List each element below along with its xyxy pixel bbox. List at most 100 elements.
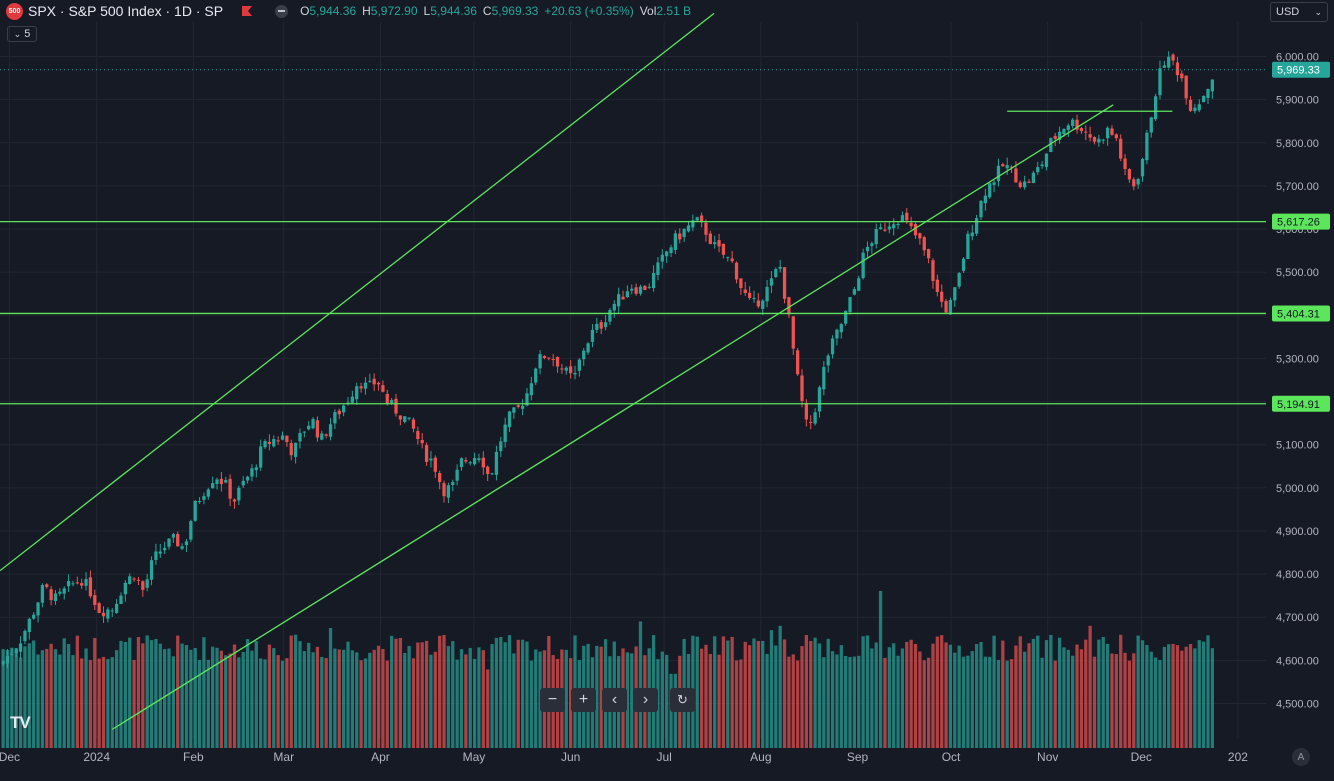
volume-bar — [699, 648, 704, 748]
candle-body — [992, 182, 996, 185]
volume-bar — [215, 647, 219, 748]
volume-bar — [726, 640, 730, 748]
candle-body — [211, 483, 215, 489]
candle-body — [852, 289, 857, 295]
candle-body — [900, 215, 905, 222]
candle-body — [494, 451, 499, 475]
candle-body — [363, 382, 368, 389]
candle-body — [433, 457, 437, 472]
candle-body — [163, 547, 167, 551]
candle-body — [215, 479, 219, 484]
volume-bar — [660, 651, 664, 748]
candle-body — [1162, 65, 1166, 68]
candle-body — [796, 350, 800, 375]
volume-bar — [429, 654, 433, 748]
candle-body — [442, 483, 446, 497]
candle-body — [1075, 119, 1079, 130]
candle-body — [228, 478, 232, 499]
volume-bar — [1092, 656, 1097, 748]
candle-body — [446, 485, 451, 498]
volume-bar — [1158, 660, 1162, 748]
volume-bar — [1005, 660, 1009, 748]
volume-bar — [75, 635, 79, 748]
candle-body — [132, 578, 136, 580]
candle-body — [424, 445, 429, 462]
indicators-count: 5 — [24, 28, 31, 40]
candle-body — [922, 237, 926, 251]
volume-bar — [101, 656, 106, 748]
symbol-title[interactable]: SPX · S&P 500 Index · 1D · SP — [28, 3, 224, 19]
volume-bar — [870, 648, 874, 748]
y-tick-label: 5,500.00 — [1276, 267, 1319, 279]
volume-bar — [970, 651, 974, 748]
reset-button[interactable]: ↻ — [670, 688, 695, 712]
candle-body — [970, 232, 974, 237]
volume-bar — [464, 654, 468, 748]
candle-body — [730, 258, 734, 262]
candle-body — [774, 269, 778, 277]
candle-body — [145, 579, 149, 588]
volume-bar — [1123, 652, 1127, 748]
candle-body — [1031, 172, 1036, 184]
volume-bar — [1027, 643, 1031, 748]
volume-bar — [1075, 644, 1079, 748]
candle-body — [1049, 138, 1053, 152]
x-tick-label: Aug — [750, 750, 771, 764]
volume-bar — [368, 652, 372, 748]
candle-body — [1180, 73, 1184, 79]
volume-bar — [695, 636, 699, 748]
candle-body — [18, 643, 23, 652]
volume-bar — [263, 659, 267, 748]
flag-icon[interactable] — [241, 5, 253, 17]
auto-scale-button[interactable]: A — [1292, 748, 1310, 766]
candle-body — [861, 252, 865, 279]
zoom-out-button[interactable]: − — [540, 688, 565, 712]
tradingview-logo[interactable]: TV — [10, 713, 31, 732]
candle-body — [459, 458, 464, 468]
volume-bar — [1184, 646, 1188, 748]
volume-bar — [267, 644, 272, 748]
volume-bar — [529, 660, 533, 748]
zoom-in-button[interactable]: + — [571, 688, 596, 712]
volume-bar — [713, 636, 717, 748]
volume-bar — [18, 657, 23, 748]
volume-bar — [507, 635, 512, 748]
candle-body — [734, 262, 739, 280]
volume-bar — [926, 657, 931, 748]
scroll-right-button[interactable]: › — [633, 688, 658, 712]
volume-bar — [1053, 660, 1057, 748]
volume-bar — [128, 637, 132, 748]
candle-body — [905, 212, 909, 221]
hide-icon[interactable] — [275, 4, 289, 18]
volume-bar — [625, 652, 630, 748]
ohlc-item: H5,972.90 — [362, 4, 417, 18]
candle-body — [1184, 75, 1188, 99]
volume-bar — [176, 635, 180, 748]
volume-bar — [983, 656, 987, 748]
candle-body — [778, 266, 782, 269]
x-tick-label: Jul — [657, 750, 672, 764]
currency-selector[interactable]: USD ⌄ — [1270, 2, 1328, 22]
volume-bar — [708, 653, 712, 748]
volume-bar — [822, 657, 826, 748]
candle-body — [1175, 62, 1180, 76]
volume-bar — [1057, 637, 1062, 748]
candle-body — [490, 473, 494, 475]
candle-body — [381, 385, 385, 392]
trend-channel-line — [111, 104, 1114, 730]
candle-body — [826, 355, 830, 366]
volume-bar — [145, 635, 149, 748]
candle-body — [171, 534, 176, 538]
volume-bar — [154, 639, 158, 748]
indicators-toggle[interactable]: ⌄ 5 — [7, 26, 37, 42]
scroll-left-button[interactable]: ‹ — [602, 688, 627, 712]
zoom-out-icon: − — [547, 691, 558, 708]
candle-body — [23, 630, 27, 642]
candle-body — [568, 366, 573, 374]
volume-bar — [774, 645, 778, 748]
volume-bar — [1167, 644, 1171, 748]
volume-bar — [883, 657, 887, 748]
candle-body — [1018, 182, 1022, 188]
